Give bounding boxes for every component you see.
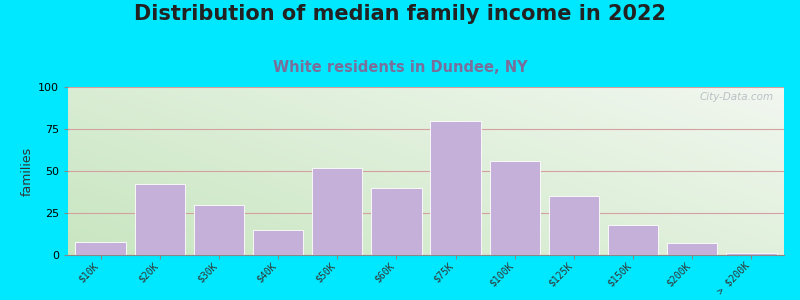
Bar [726, 253, 777, 255]
Bar [75, 242, 126, 255]
Bar [490, 161, 540, 255]
Y-axis label: families: families [21, 146, 34, 196]
Bar [134, 184, 185, 255]
Bar [312, 168, 362, 255]
Text: White residents in Dundee, NY: White residents in Dundee, NY [273, 60, 527, 75]
Text: City-Data.com: City-Data.com [699, 92, 774, 102]
Text: Distribution of median family income in 2022: Distribution of median family income in … [134, 4, 666, 25]
Bar [253, 230, 303, 255]
Bar [608, 225, 658, 255]
Bar [549, 196, 599, 255]
Bar [194, 205, 244, 255]
Bar [667, 243, 718, 255]
Bar [430, 121, 481, 255]
Bar [371, 188, 422, 255]
